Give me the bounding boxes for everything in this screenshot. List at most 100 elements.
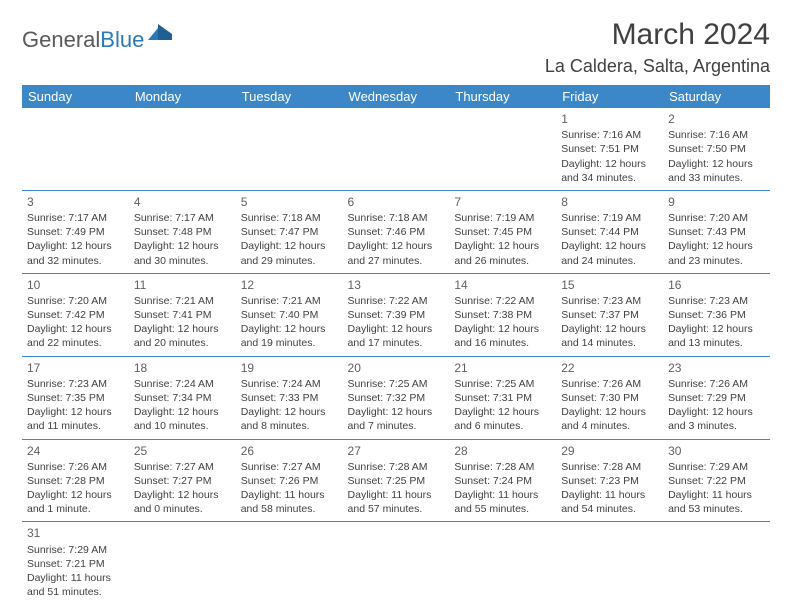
sunrise-text: Sunrise: 7:27 AM: [241, 460, 338, 474]
daylight-text: Daylight: 11 hours and 51 minutes.: [27, 571, 124, 599]
daylight-text: Daylight: 12 hours and 0 minutes.: [134, 488, 231, 516]
calendar-cell: 1Sunrise: 7:16 AMSunset: 7:51 PMDaylight…: [556, 108, 663, 190]
day-header: Saturday: [663, 85, 770, 108]
calendar-cell: 3Sunrise: 7:17 AMSunset: 7:49 PMDaylight…: [22, 190, 129, 273]
sunrise-text: Sunrise: 7:20 AM: [668, 211, 765, 225]
sunrise-text: Sunrise: 7:16 AM: [561, 128, 658, 142]
daylight-text: Daylight: 12 hours and 6 minutes.: [454, 405, 551, 433]
calendar-cell: 20Sunrise: 7:25 AMSunset: 7:32 PMDayligh…: [343, 356, 450, 439]
calendar-cell: [449, 108, 556, 190]
logo-flag-icon: [148, 24, 174, 45]
calendar-cell: [343, 522, 450, 604]
sunset-text: Sunset: 7:45 PM: [454, 225, 551, 239]
sunset-text: Sunset: 7:26 PM: [241, 474, 338, 488]
daylight-text: Daylight: 12 hours and 29 minutes.: [241, 239, 338, 267]
sunrise-text: Sunrise: 7:26 AM: [668, 377, 765, 391]
sunset-text: Sunset: 7:24 PM: [454, 474, 551, 488]
calendar-cell: 18Sunrise: 7:24 AMSunset: 7:34 PMDayligh…: [129, 356, 236, 439]
header: GeneralBlue March 2024 La Caldera, Salta…: [22, 18, 770, 77]
sunset-text: Sunset: 7:50 PM: [668, 142, 765, 156]
day-number: 24: [27, 443, 124, 459]
sunset-text: Sunset: 7:25 PM: [348, 474, 445, 488]
calendar-row: 10Sunrise: 7:20 AMSunset: 7:42 PMDayligh…: [22, 273, 770, 356]
daylight-text: Daylight: 12 hours and 26 minutes.: [454, 239, 551, 267]
calendar-table: Sunday Monday Tuesday Wednesday Thursday…: [22, 85, 770, 604]
day-number: 26: [241, 443, 338, 459]
day-header: Friday: [556, 85, 663, 108]
day-number: 3: [27, 194, 124, 210]
calendar-cell: [556, 522, 663, 604]
daylight-text: Daylight: 12 hours and 1 minute.: [27, 488, 124, 516]
sunrise-text: Sunrise: 7:21 AM: [134, 294, 231, 308]
calendar-cell: 4Sunrise: 7:17 AMSunset: 7:48 PMDaylight…: [129, 190, 236, 273]
calendar-cell: [22, 108, 129, 190]
calendar-row: 1Sunrise: 7:16 AMSunset: 7:51 PMDaylight…: [22, 108, 770, 190]
day-number: 15: [561, 277, 658, 293]
sunrise-text: Sunrise: 7:27 AM: [134, 460, 231, 474]
day-number: 22: [561, 360, 658, 376]
daylight-text: Daylight: 12 hours and 34 minutes.: [561, 157, 658, 185]
month-title: March 2024: [545, 18, 770, 52]
calendar-cell: 19Sunrise: 7:24 AMSunset: 7:33 PMDayligh…: [236, 356, 343, 439]
calendar-cell: 10Sunrise: 7:20 AMSunset: 7:42 PMDayligh…: [22, 273, 129, 356]
day-number: 28: [454, 443, 551, 459]
logo-text-general: General: [22, 27, 100, 53]
sunrise-text: Sunrise: 7:26 AM: [27, 460, 124, 474]
sunrise-text: Sunrise: 7:28 AM: [454, 460, 551, 474]
sunset-text: Sunset: 7:32 PM: [348, 391, 445, 405]
calendar-cell: 14Sunrise: 7:22 AMSunset: 7:38 PMDayligh…: [449, 273, 556, 356]
sunset-text: Sunset: 7:40 PM: [241, 308, 338, 322]
sunrise-text: Sunrise: 7:17 AM: [134, 211, 231, 225]
day-number: 20: [348, 360, 445, 376]
sunrise-text: Sunrise: 7:16 AM: [668, 128, 765, 142]
sunset-text: Sunset: 7:46 PM: [348, 225, 445, 239]
calendar-row: 31 Sunrise: 7:29 AMSunset: 7:21 PMDayligh…: [22, 522, 770, 604]
sunset-text: Sunset: 7:23 PM: [561, 474, 658, 488]
day-number: 9: [668, 194, 765, 210]
calendar-cell: 26Sunrise: 7:27 AMSunset: 7:26 PMDayligh…: [236, 439, 343, 522]
sunset-text: Sunset: 7:42 PM: [27, 308, 124, 322]
calendar-row: 3Sunrise: 7:17 AMSunset: 7:49 PMDaylight…: [22, 190, 770, 273]
title-block: March 2024 La Caldera, Salta, Argentina: [545, 18, 770, 77]
day-number: 13: [348, 277, 445, 293]
daylight-text: Daylight: 12 hours and 17 minutes.: [348, 322, 445, 350]
daylight-text: Daylight: 12 hours and 32 minutes.: [27, 239, 124, 267]
sunrise-text: Sunrise: 7:19 AM: [561, 211, 658, 225]
day-header: Thursday: [449, 85, 556, 108]
sunset-text: Sunset: 7:30 PM: [561, 391, 658, 405]
day-header: Wednesday: [343, 85, 450, 108]
day-number: 25: [134, 443, 231, 459]
calendar-row: 17Sunrise: 7:23 AMSunset: 7:35 PMDayligh…: [22, 356, 770, 439]
sunrise-text: Sunrise: 7:28 AM: [348, 460, 445, 474]
calendar-cell: 2Sunrise: 7:16 AMSunset: 7:50 PMDaylight…: [663, 108, 770, 190]
day-number: 18: [134, 360, 231, 376]
day-number: 1: [561, 111, 658, 127]
daylight-text: Daylight: 12 hours and 33 minutes.: [668, 157, 765, 185]
calendar-cell: 8Sunrise: 7:19 AMSunset: 7:44 PMDaylight…: [556, 190, 663, 273]
sunset-text: Sunset: 7:31 PM: [454, 391, 551, 405]
daylight-text: Daylight: 11 hours and 55 minutes.: [454, 488, 551, 516]
daylight-text: Daylight: 12 hours and 19 minutes.: [241, 322, 338, 350]
sunrise-text: Sunrise: 7:19 AM: [454, 211, 551, 225]
sunrise-text: Sunrise: 7:18 AM: [241, 211, 338, 225]
sunset-text: Sunset: 7:48 PM: [134, 225, 231, 239]
sunset-text: Sunset: 7:51 PM: [561, 142, 658, 156]
daylight-text: Daylight: 12 hours and 16 minutes.: [454, 322, 551, 350]
sunset-text: Sunset: 7:44 PM: [561, 225, 658, 239]
sunrise-text: Sunrise: 7:29 AM: [27, 543, 124, 557]
day-header: Sunday: [22, 85, 129, 108]
day-number: 31: [27, 525, 124, 541]
day-number: 27: [348, 443, 445, 459]
calendar-cell: 29Sunrise: 7:28 AMSunset: 7:23 PMDayligh…: [556, 439, 663, 522]
sunrise-text: Sunrise: 7:24 AM: [241, 377, 338, 391]
daylight-text: Daylight: 12 hours and 24 minutes.: [561, 239, 658, 267]
sunset-text: Sunset: 7:27 PM: [134, 474, 231, 488]
sunrise-text: Sunrise: 7:18 AM: [348, 211, 445, 225]
sunset-text: Sunset: 7:21 PM: [27, 557, 124, 571]
daylight-text: Daylight: 12 hours and 22 minutes.: [27, 322, 124, 350]
day-number: 19: [241, 360, 338, 376]
calendar-cell: 27Sunrise: 7:28 AMSunset: 7:25 PMDayligh…: [343, 439, 450, 522]
calendar-cell: 22Sunrise: 7:26 AMSunset: 7:30 PMDayligh…: [556, 356, 663, 439]
daylight-text: Daylight: 12 hours and 23 minutes.: [668, 239, 765, 267]
daylight-text: Daylight: 11 hours and 58 minutes.: [241, 488, 338, 516]
